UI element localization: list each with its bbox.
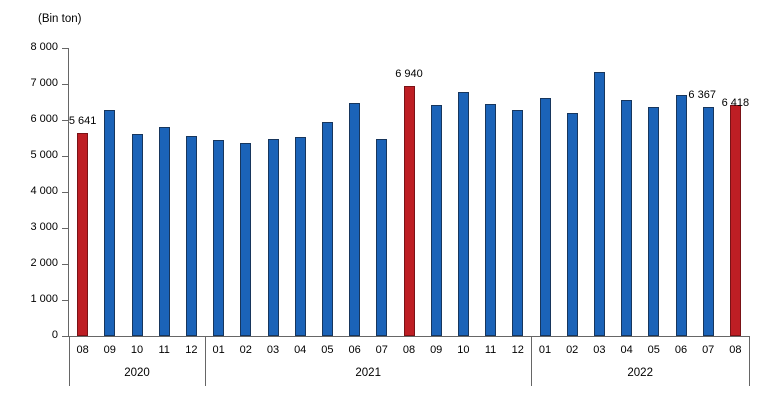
bar — [321, 122, 333, 336]
month-tick-label: 09 — [103, 344, 116, 356]
bar — [104, 109, 116, 336]
month-tick-label: 08 — [729, 344, 742, 356]
month-tick-label: 12 — [511, 344, 524, 356]
bar — [457, 92, 469, 336]
y-axis-line — [68, 48, 69, 336]
y-axis-tick-label: 1 000 — [30, 293, 58, 305]
y-axis-tick — [62, 264, 69, 265]
month-tick-label: 11 — [484, 344, 497, 356]
year-label: 2022 — [627, 367, 653, 379]
y-axis-tick-label: 6 000 — [30, 113, 58, 125]
y-axis-tick-label: 5 000 — [30, 149, 58, 161]
year-label: 2021 — [355, 367, 381, 379]
bar — [349, 103, 361, 336]
month-tick-label: 04 — [294, 344, 307, 356]
y-axis-tick — [62, 228, 69, 229]
bar-value-label: 6 367 — [688, 88, 716, 101]
bar — [294, 136, 306, 336]
month-tick-label: 05 — [647, 344, 660, 356]
y-axis-tick — [62, 156, 69, 157]
bar — [403, 86, 415, 336]
year-separator — [205, 337, 206, 386]
bar — [240, 143, 252, 336]
chart-unit-label: (Bin ton) — [38, 13, 82, 25]
bar — [566, 113, 578, 336]
month-tick-label: 04 — [620, 344, 633, 356]
bar — [485, 103, 497, 336]
month-tick-label: 06 — [674, 344, 688, 356]
bar — [512, 109, 524, 336]
bar — [675, 94, 687, 336]
year-label: 2020 — [124, 367, 150, 379]
year-separator — [69, 337, 70, 386]
month-tick-label: 10 — [457, 344, 470, 356]
month-tick-label: 08 — [76, 344, 89, 356]
y-axis-tick — [62, 336, 69, 337]
bar — [702, 106, 714, 336]
y-axis-tick-label: 7 000 — [30, 77, 58, 89]
bar — [267, 138, 279, 336]
y-axis-tick-label: 8 000 — [30, 41, 58, 53]
bar — [158, 127, 170, 336]
month-tick-label: 01 — [538, 344, 552, 356]
y-axis-tick — [62, 300, 69, 301]
bar — [77, 132, 89, 336]
month-tick-label: 12 — [185, 344, 198, 356]
month-tick-label: 05 — [321, 344, 334, 356]
bar-value-label: 6 940 — [395, 68, 423, 81]
y-axis-tick — [62, 192, 69, 193]
y-axis-tick-label: 2 000 — [30, 257, 58, 269]
y-axis-tick — [62, 84, 69, 85]
bar — [430, 105, 442, 336]
bar — [376, 139, 388, 336]
month-tick-label: 03 — [266, 344, 280, 356]
bar-value-label: 6 418 — [721, 96, 750, 109]
year-separator — [531, 337, 533, 386]
bar — [648, 107, 660, 336]
bar — [185, 135, 197, 336]
month-tick-label: 11 — [158, 344, 170, 356]
year-separator — [749, 337, 750, 386]
bar — [621, 99, 633, 336]
bar — [539, 97, 551, 336]
bar — [593, 72, 605, 336]
month-tick-label: 09 — [430, 344, 443, 356]
x-axis-line — [68, 336, 750, 337]
bar-value-label: 5 641 — [68, 114, 97, 127]
month-tick-label: 07 — [702, 344, 715, 356]
bar — [729, 104, 741, 336]
y-axis-tick-label: 0 — [51, 329, 58, 341]
month-tick-label: 03 — [593, 344, 606, 356]
month-tick-label: 10 — [130, 344, 144, 356]
month-tick-label: 01 — [212, 344, 225, 356]
y-axis-tick-label: 4 000 — [30, 185, 58, 197]
y-axis-tick-label: 3 000 — [30, 221, 58, 233]
month-tick-label: 02 — [239, 344, 252, 356]
month-tick-label: 06 — [348, 344, 361, 356]
y-axis-tick — [62, 120, 69, 121]
month-tick-label: 02 — [566, 344, 579, 356]
month-tick-label: 08 — [402, 344, 416, 356]
bar — [131, 134, 143, 336]
bar — [213, 139, 225, 336]
y-axis-tick — [62, 48, 69, 49]
month-tick-label: 07 — [375, 344, 388, 356]
